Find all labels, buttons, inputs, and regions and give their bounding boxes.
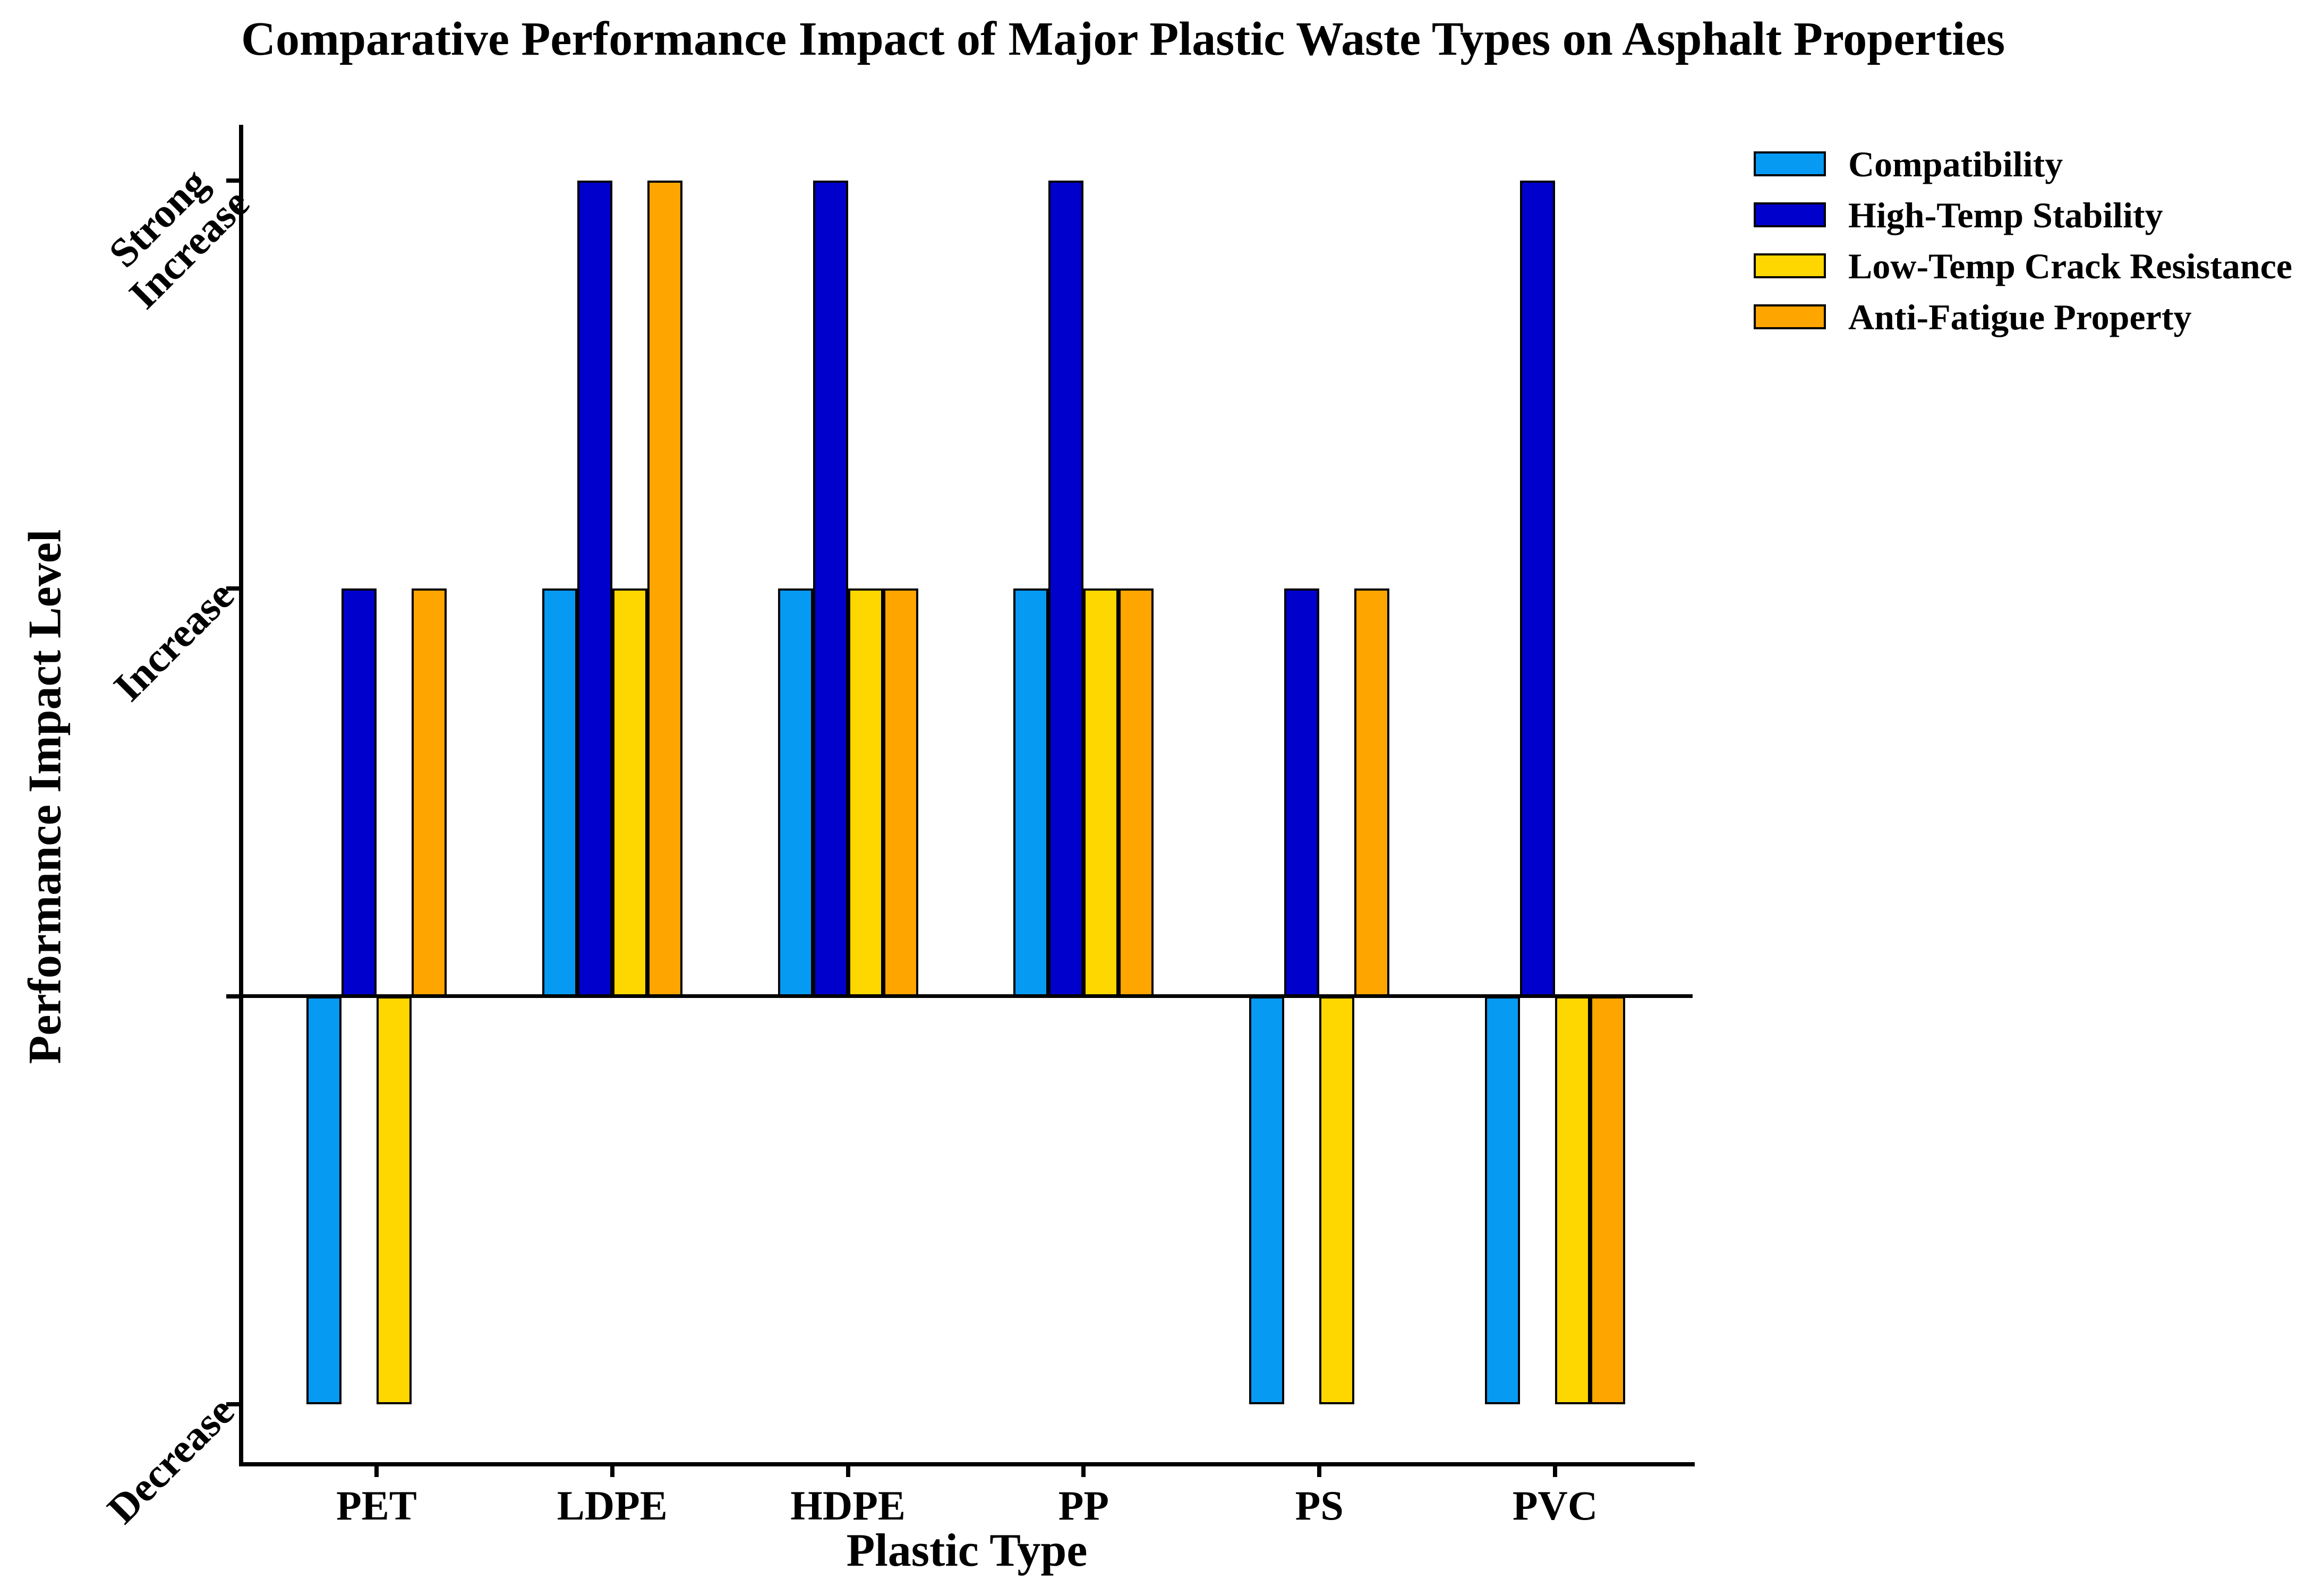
y-tick <box>226 1402 239 1406</box>
bar-high-temp-stability-hdpe <box>813 181 848 996</box>
bar-high-temp-stability-pvc <box>1520 181 1555 996</box>
bar-anti-fatigue-property-ldpe <box>647 181 682 996</box>
bar-anti-fatigue-property-hdpe <box>883 588 918 996</box>
x-axis-title: Plastic Type <box>846 1525 1088 1576</box>
x-axis-spine <box>239 1462 1695 1466</box>
y-tick-label: Decrease <box>98 1387 243 1532</box>
x-tick <box>610 1466 614 1477</box>
bar-high-temp-stability-ldpe <box>577 181 612 996</box>
bar-compatibility-pp <box>1013 588 1049 996</box>
legend-swatch <box>1754 151 1826 176</box>
bar-compatibility-hdpe <box>778 588 813 996</box>
legend-swatch <box>1754 304 1826 329</box>
legend-label: Low-Temp Crack Resistance <box>1848 246 2293 286</box>
y-tick-label: Strong Increase <box>99 159 258 318</box>
y-tick <box>226 178 239 183</box>
x-tick-label: LDPE <box>557 1482 668 1529</box>
bar-low-temp-crack-resistance-ldpe <box>612 588 647 996</box>
x-tick-label: PP <box>1058 1482 1109 1529</box>
x-tick-label: PVC <box>1512 1482 1598 1529</box>
bar-low-temp-crack-resistance-ps <box>1319 996 1355 1404</box>
legend-swatch <box>1754 253 1826 278</box>
zero-baseline <box>241 994 1693 998</box>
x-tick-label: PS <box>1295 1482 1344 1529</box>
bar-low-temp-crack-resistance-hdpe <box>848 588 883 996</box>
y-axis-title: Performance Impact Level <box>19 529 71 1064</box>
bar-compatibility-pet <box>306 996 341 1404</box>
x-tick <box>374 1466 379 1477</box>
y-axis-spine <box>239 125 243 1466</box>
legend-swatch <box>1754 202 1826 227</box>
bar-high-temp-stability-pp <box>1048 181 1084 996</box>
chart-title: Comparative Performance Impact of Major … <box>241 13 2005 65</box>
x-tick <box>846 1466 850 1477</box>
bar-low-temp-crack-resistance-pp <box>1083 588 1119 996</box>
x-tick <box>1553 1466 1557 1477</box>
x-tick <box>1081 1466 1086 1477</box>
y-tick <box>226 586 239 591</box>
legend-label: High-Temp Stability <box>1848 195 2163 235</box>
y-tick <box>226 994 239 998</box>
plot-area <box>239 125 1695 1466</box>
bar-high-temp-stability-ps <box>1284 588 1320 996</box>
y-tick-label: Increase <box>104 571 243 710</box>
bar-anti-fatigue-property-ps <box>1354 588 1390 996</box>
bar-high-temp-stability-pet <box>341 588 377 996</box>
bar-low-temp-crack-resistance-pet <box>377 996 412 1404</box>
bar-low-temp-crack-resistance-pvc <box>1555 996 1590 1404</box>
x-tick <box>1317 1466 1322 1477</box>
bar-compatibility-ldpe <box>542 588 577 996</box>
bar-compatibility-ps <box>1249 996 1285 1404</box>
x-tick-label: HDPE <box>790 1482 906 1529</box>
legend-label: Compatibility <box>1848 144 2063 184</box>
bar-anti-fatigue-property-pet <box>412 588 447 996</box>
x-tick-label: PET <box>336 1482 417 1529</box>
bar-compatibility-pvc <box>1485 996 1520 1404</box>
bar-anti-fatigue-property-pvc <box>1590 996 1625 1404</box>
bar-anti-fatigue-property-pp <box>1118 588 1154 996</box>
legend-label: Anti-Fatigue Property <box>1848 297 2192 337</box>
